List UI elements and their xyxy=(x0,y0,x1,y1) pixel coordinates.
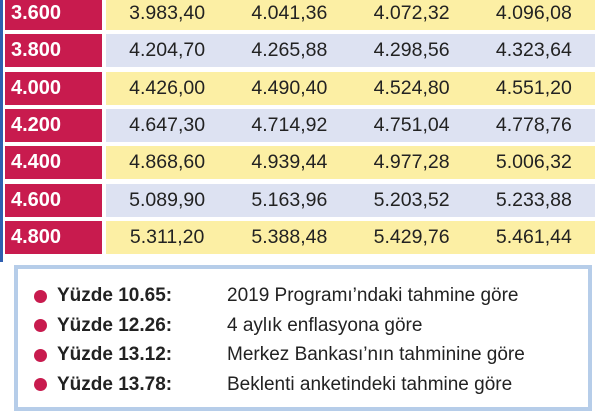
table-cell: 3.983,40 xyxy=(129,2,206,24)
legend-text: 4 aylık enflasyona göre xyxy=(227,314,423,336)
legend-label: Yüzde 12.26: xyxy=(57,314,173,336)
table-row: 4.200 4.647,30 4.714,92 4.751,04 4.778,76 xyxy=(5,108,595,142)
row-header: 3.600 xyxy=(5,0,102,30)
table-cell: 4.323,64 xyxy=(495,39,572,62)
row-cells: 4.647,30 4.714,92 4.751,04 4.778,76 xyxy=(106,108,595,142)
table-cell: 5.388,48 xyxy=(251,225,328,248)
legend-item: Yüzde 10.65: 2019 Programı’ndaki tahmine … xyxy=(34,282,519,310)
row-cells: 5.089,90 5.163,96 5.203,52 5.233,88 xyxy=(106,183,595,217)
legend-text: Merkez Bankası’nın tahminine göre xyxy=(227,344,525,365)
legend-box: Yüzde 10.65: 2019 Programı’ndaki tahmine … xyxy=(14,265,592,411)
table-cell: 4.426,00 xyxy=(129,76,206,99)
bullet xyxy=(34,289,47,303)
table-cell: 5.163,96 xyxy=(251,188,328,211)
table-cell: 4.868,60 xyxy=(129,151,206,174)
legend-item: Yüzde 13.78: Beklenti anketindeki tahmine… xyxy=(34,371,512,399)
table-cell: 5.203,52 xyxy=(373,188,450,211)
table-row: 3.800 4.204,70 4.265,88 4.298,56 4.323,64 xyxy=(5,34,595,68)
table-cell: 4.751,04 xyxy=(373,113,450,136)
table-cell: 5.233,88 xyxy=(495,188,572,211)
table-cell: 5.311,20 xyxy=(129,225,205,248)
table-cell: 4.041,36 xyxy=(251,2,328,24)
table-cell: 5.089,90 xyxy=(129,188,206,211)
table-cell: 5.461,44 xyxy=(495,225,572,248)
bullet xyxy=(34,319,47,332)
legend-label: Yüzde 13.12: xyxy=(57,344,173,365)
table-cell: 4.647,30 xyxy=(129,113,206,136)
table-cell: 4.490,40 xyxy=(251,76,328,99)
table-cell: 4.939,44 xyxy=(251,151,328,174)
table-row: 3.600 3.983,40 4.041,36 4.072,32 4.096,08 xyxy=(5,0,595,30)
table-row: 4.000 4.426,00 4.490,40 4.524,80 4.551,20 xyxy=(5,71,595,105)
frame-stripe xyxy=(0,0,3,262)
table-cell: 4.714,92 xyxy=(251,113,328,136)
row-cells: 5.311,20 5.388,48 5.429,76 5.461,44 xyxy=(106,220,595,254)
table-row: 4.600 5.089,90 5.163,96 5.203,52 5.233,88 xyxy=(5,183,595,217)
table-cell: 4.524,80 xyxy=(373,76,450,99)
row-header: 4.400 xyxy=(5,146,102,180)
table-row: 4.400 4.868,60 4.939,44 4.977,28 5.006,32 xyxy=(5,146,595,180)
table-cell: 4.977,28 xyxy=(373,151,450,174)
table-cell: 4.072,32 xyxy=(373,2,450,24)
row-header: 3.800 xyxy=(5,34,102,68)
row-cells: 4.204,70 4.265,88 4.298,56 4.323,64 xyxy=(106,34,595,68)
legend-label: Yüzde 10.65: xyxy=(57,285,173,306)
legend-label: Yüzde 13.78: xyxy=(57,373,173,395)
bullet xyxy=(34,348,47,362)
legend-text: 2019 Programı’ndaki tahmine göre xyxy=(227,285,519,306)
legend-text: Beklenti anketindeki tahmine göre xyxy=(227,373,513,395)
table-cell: 4.778,76 xyxy=(495,113,572,136)
table-cell: 4.265,88 xyxy=(251,39,328,62)
table-cell: 4.096,08 xyxy=(495,2,572,24)
row-header: 4.000 xyxy=(5,71,102,105)
row-cells: 3.983,40 4.041,36 4.072,32 4.096,08 xyxy=(106,0,595,30)
row-header: 4.600 xyxy=(5,183,102,217)
table-cell: 4.204,70 xyxy=(129,39,206,62)
table-cell: 5.429,76 xyxy=(373,225,450,248)
table-row: 4.800 5.311,20 5.388,48 5.429,76 5.461,44 xyxy=(5,220,595,254)
row-header: 4.800 xyxy=(5,220,102,254)
legend-item: Yüzde 12.26: 4 aylık enflasyona göre xyxy=(34,312,422,340)
row-cells: 4.426,00 4.490,40 4.524,80 4.551,20 xyxy=(106,71,595,105)
row-cells: 4.868,60 4.939,44 4.977,28 5.006,32 xyxy=(106,146,595,180)
table-cell: 5.006,32 xyxy=(495,151,572,174)
table-cell: 4.298,56 xyxy=(373,39,450,62)
legend-item: Yüzde 13.12: Merkez Bankası’nın tahminine… xyxy=(34,341,525,369)
table-cell: 4.551,20 xyxy=(495,76,572,99)
bullet xyxy=(34,378,47,391)
row-header: 4.200 xyxy=(5,108,102,142)
